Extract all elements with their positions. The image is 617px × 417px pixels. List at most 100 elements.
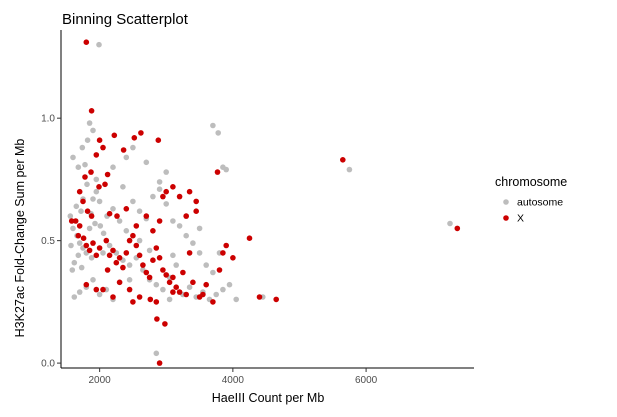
point-autosome-72 — [210, 122, 216, 129]
point-x-16 — [80, 198, 86, 205]
point-x-30 — [113, 259, 120, 266]
point-autosome-36 — [170, 218, 176, 224]
point-autosome-83 — [153, 350, 160, 357]
point-x-36 — [133, 242, 140, 249]
point-x-75 — [143, 213, 150, 219]
y-axis-label: H3K27ac Fold-Change Sum per Mb — [13, 139, 27, 338]
point-x-71 — [170, 184, 176, 190]
point-x-3 — [96, 137, 103, 143]
point-x-5 — [104, 171, 111, 178]
point-x-33 — [123, 250, 130, 256]
point-autosome-20 — [75, 252, 82, 259]
point-autosome-31 — [136, 208, 143, 214]
point-x-27 — [103, 237, 110, 244]
point-autosome-38 — [183, 232, 189, 239]
point-x-24 — [90, 240, 96, 246]
point-x-6 — [111, 132, 118, 139]
data-points — [67, 39, 461, 366]
point-x-39 — [143, 269, 150, 276]
point-x-78 — [106, 210, 113, 217]
point-autosome-78 — [143, 159, 150, 166]
legend-label-x: X — [517, 213, 524, 225]
series-autosome — [67, 41, 453, 357]
point-x-52 — [186, 250, 193, 256]
point-x-32 — [120, 264, 126, 271]
point-autosome-11 — [90, 196, 96, 202]
point-x-56 — [200, 291, 206, 298]
point-autosome-8 — [73, 203, 80, 210]
point-autosome-22 — [88, 254, 95, 261]
point-autosome-33 — [150, 193, 156, 200]
point-x-8 — [131, 135, 138, 141]
point-x-18 — [88, 213, 95, 219]
point-x-4 — [100, 144, 106, 151]
point-x-2 — [93, 152, 100, 158]
point-x-17 — [84, 208, 91, 214]
point-autosome-21 — [78, 264, 85, 271]
point-autosome-80 — [123, 154, 130, 161]
x-tick-label-1: 4000 — [222, 375, 245, 386]
point-x-99 — [153, 299, 160, 305]
point-autosome-60 — [213, 291, 219, 298]
point-x-94 — [130, 299, 136, 305]
point-autosome-81 — [110, 164, 116, 170]
x-axis-ticks: 2000 4000 6000 — [89, 368, 378, 386]
point-x-35 — [130, 232, 136, 239]
y-tick-label-2: 1.0 — [41, 114, 55, 125]
point-autosome-87 — [68, 242, 74, 249]
legend-label-autosome: autosome — [517, 197, 563, 209]
point-x-79 — [114, 213, 120, 219]
point-autosome-34 — [156, 186, 163, 192]
point-autosome-12 — [93, 188, 100, 195]
point-autosome-52 — [160, 286, 166, 293]
point-x-83 — [110, 294, 116, 300]
point-x-12 — [96, 184, 102, 190]
point-autosome-2 — [75, 164, 82, 170]
y-tick-label-0: 0.0 — [41, 359, 55, 370]
point-x-23 — [86, 247, 93, 254]
chart-title: Binning Scatterplot — [62, 11, 189, 28]
point-x-28 — [106, 252, 113, 259]
point-x-95 — [156, 360, 163, 366]
point-x-65 — [273, 296, 280, 303]
point-x-69 — [163, 188, 169, 195]
point-x-61 — [223, 242, 229, 249]
point-x-45 — [163, 272, 169, 278]
point-autosome-56 — [186, 284, 193, 291]
point-x-80 — [123, 206, 130, 212]
point-autosome-90 — [100, 250, 106, 256]
point-x-48 — [173, 284, 179, 291]
point-autosome-95 — [120, 184, 126, 190]
point-x-41 — [150, 257, 156, 264]
point-autosome-92 — [170, 252, 176, 259]
point-autosome-68 — [96, 291, 103, 298]
legend-key-x — [503, 215, 509, 221]
point-autosome-99 — [166, 296, 173, 303]
point-x-53 — [190, 279, 196, 286]
point-x-96 — [68, 218, 75, 224]
point-autosome-37 — [176, 223, 183, 229]
point-x-49 — [176, 289, 183, 295]
point-x-50 — [180, 269, 186, 276]
point-x-58 — [210, 299, 216, 305]
point-x-67 — [454, 225, 461, 232]
point-x-25 — [93, 252, 100, 259]
point-autosome-62 — [226, 281, 233, 288]
point-autosome-4 — [86, 120, 93, 126]
point-autosome-1 — [70, 154, 76, 161]
point-autosome-7 — [82, 161, 88, 168]
point-x-77 — [156, 218, 163, 224]
point-x-64 — [256, 294, 263, 300]
point-x-60 — [220, 250, 226, 256]
point-x-68 — [214, 169, 221, 175]
y-tick-label-1: 0.5 — [41, 236, 55, 247]
point-autosome-30 — [130, 198, 136, 205]
legend-title: chromosome — [495, 175, 567, 189]
point-x-31 — [116, 254, 123, 261]
point-x-11 — [102, 181, 108, 188]
point-x-14 — [82, 174, 88, 180]
point-x-9 — [138, 130, 144, 136]
point-x-89 — [183, 291, 189, 298]
point-x-93 — [83, 281, 90, 288]
point-autosome-40 — [196, 250, 203, 256]
